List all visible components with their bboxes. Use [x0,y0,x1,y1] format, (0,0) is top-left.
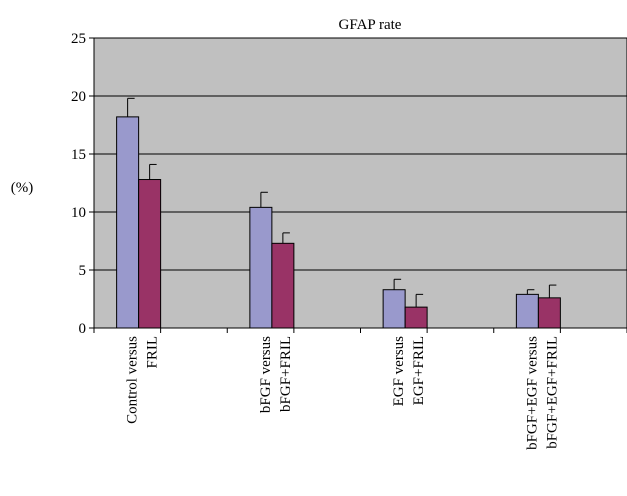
y-tick-label: 15 [71,147,86,163]
x-tick-label: bFGF+EGF+FRIL [544,336,560,449]
x-tick-label: EGF versus [391,336,407,407]
bar [271,242,295,329]
bar [382,289,406,329]
bar [116,116,140,329]
x-tick-label: FRIL [145,336,161,369]
y-axis-label: (%) [11,180,34,196]
y-tick-label: 20 [71,89,86,105]
x-tick-label: bFGF versus [258,336,274,413]
x-tick-label: bFGF+FRIL [278,336,294,412]
y-tick-label: 25 [71,31,86,47]
x-tick-label: Control versus [125,336,141,424]
y-tick-label: 0 [79,321,87,337]
bar [404,306,428,329]
bar [249,206,273,329]
bar [138,179,162,329]
x-tick-label: bFGF+EGF versus [524,336,540,450]
y-tick-label: 10 [71,205,86,221]
bar [515,293,539,329]
y-tick-label: 5 [79,263,87,279]
chart-title: GFAP rate [339,17,402,33]
plot-background [93,37,627,329]
bar [537,297,561,329]
x-tick-label: EGF+FRIL [411,336,427,405]
